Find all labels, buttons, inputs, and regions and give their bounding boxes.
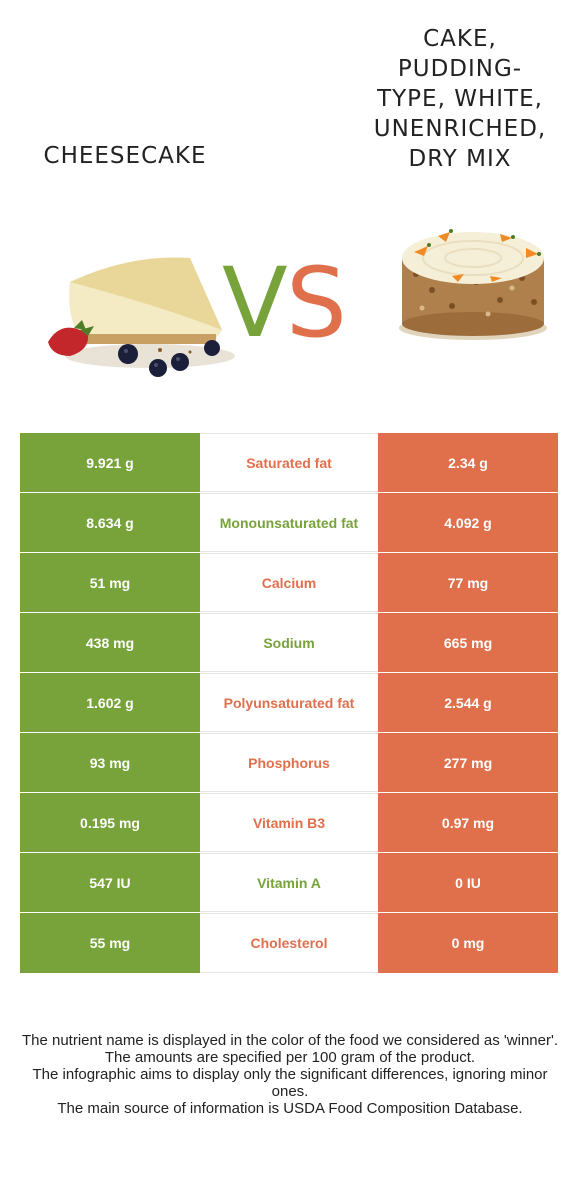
table-row: 1.602 g Polyunsaturated fat 2.544 g bbox=[20, 673, 558, 733]
cake-icon bbox=[399, 229, 547, 340]
left-food-title: Cheesecake bbox=[43, 143, 207, 169]
left-value: 9.921 g bbox=[20, 433, 200, 492]
right-value: 0.97 mg bbox=[378, 793, 558, 852]
right-value: 2.544 g bbox=[378, 673, 558, 732]
vs-s: S bbox=[286, 250, 347, 350]
footnote: The nutrient name is displayed in the co… bbox=[16, 1032, 564, 1117]
vs-label: V S bbox=[222, 250, 347, 350]
footnote-line: The amounts are specified per 100 gram o… bbox=[104, 1049, 476, 1066]
left-value: 8.634 g bbox=[20, 493, 200, 552]
nutrient-name: Calcium bbox=[200, 553, 378, 612]
table-row: 55 mg Cholesterol 0 mg bbox=[20, 913, 558, 973]
table-row: 8.634 g Monounsaturated fat 4.092 g bbox=[20, 493, 558, 553]
table-row: 93 mg Phosphorus 277 mg bbox=[20, 733, 558, 793]
right-food-title-line: type, white, bbox=[377, 86, 543, 112]
right-value: 77 mg bbox=[378, 553, 558, 612]
table-row: 0.195 mg Vitamin B3 0.97 mg bbox=[20, 793, 558, 853]
right-value: 2.34 g bbox=[378, 433, 558, 492]
footnote-line: The nutrient name is displayed in the co… bbox=[21, 1032, 559, 1049]
table-row: 51 mg Calcium 77 mg bbox=[20, 553, 558, 613]
right-food-title-line: unenriched, bbox=[373, 116, 547, 142]
footnote-line: The infographic aims to display only the… bbox=[32, 1066, 548, 1100]
nutrient-name: Sodium bbox=[200, 613, 378, 672]
right-value: 0 mg bbox=[378, 913, 558, 973]
left-value: 547 IU bbox=[20, 853, 200, 912]
comparison-table: 9.921 g Saturated fat 2.34 g 8.634 g Mon… bbox=[20, 433, 558, 973]
right-value: 277 mg bbox=[378, 733, 558, 792]
left-value: 0.195 mg bbox=[20, 793, 200, 852]
table-row: 9.921 g Saturated fat 2.34 g bbox=[20, 433, 558, 493]
right-food-title: Cake, pudding- type, white, unenriched, … bbox=[360, 24, 560, 174]
nutrient-name: Saturated fat bbox=[200, 433, 378, 492]
left-value: 93 mg bbox=[20, 733, 200, 792]
table-row: 438 mg Sodium 665 mg bbox=[20, 613, 558, 673]
left-value: 55 mg bbox=[20, 913, 200, 973]
right-food-title-line: Cake, bbox=[423, 26, 497, 52]
right-food-title-line: pudding- bbox=[397, 56, 523, 82]
right-value: 4.092 g bbox=[378, 493, 558, 552]
nutrient-name: Phosphorus bbox=[200, 733, 378, 792]
cheesecake-icon bbox=[48, 257, 235, 377]
vs-v: V bbox=[222, 250, 288, 350]
nutrient-name: Vitamin A bbox=[200, 853, 378, 912]
nutrient-name: Monounsaturated fat bbox=[200, 493, 378, 552]
nutrient-name: Cholesterol bbox=[200, 913, 378, 973]
table-row: 547 IU Vitamin A 0 IU bbox=[20, 853, 558, 913]
nutrient-name: Polyunsaturated fat bbox=[200, 673, 378, 732]
right-value: 665 mg bbox=[378, 613, 558, 672]
left-value: 1.602 g bbox=[20, 673, 200, 732]
footnote-line: The main source of information is USDA F… bbox=[57, 1100, 523, 1117]
right-food-title-line: dry mix bbox=[408, 146, 512, 172]
left-value: 51 mg bbox=[20, 553, 200, 612]
right-value: 0 IU bbox=[378, 853, 558, 912]
nutrient-name: Vitamin B3 bbox=[200, 793, 378, 852]
left-value: 438 mg bbox=[20, 613, 200, 672]
